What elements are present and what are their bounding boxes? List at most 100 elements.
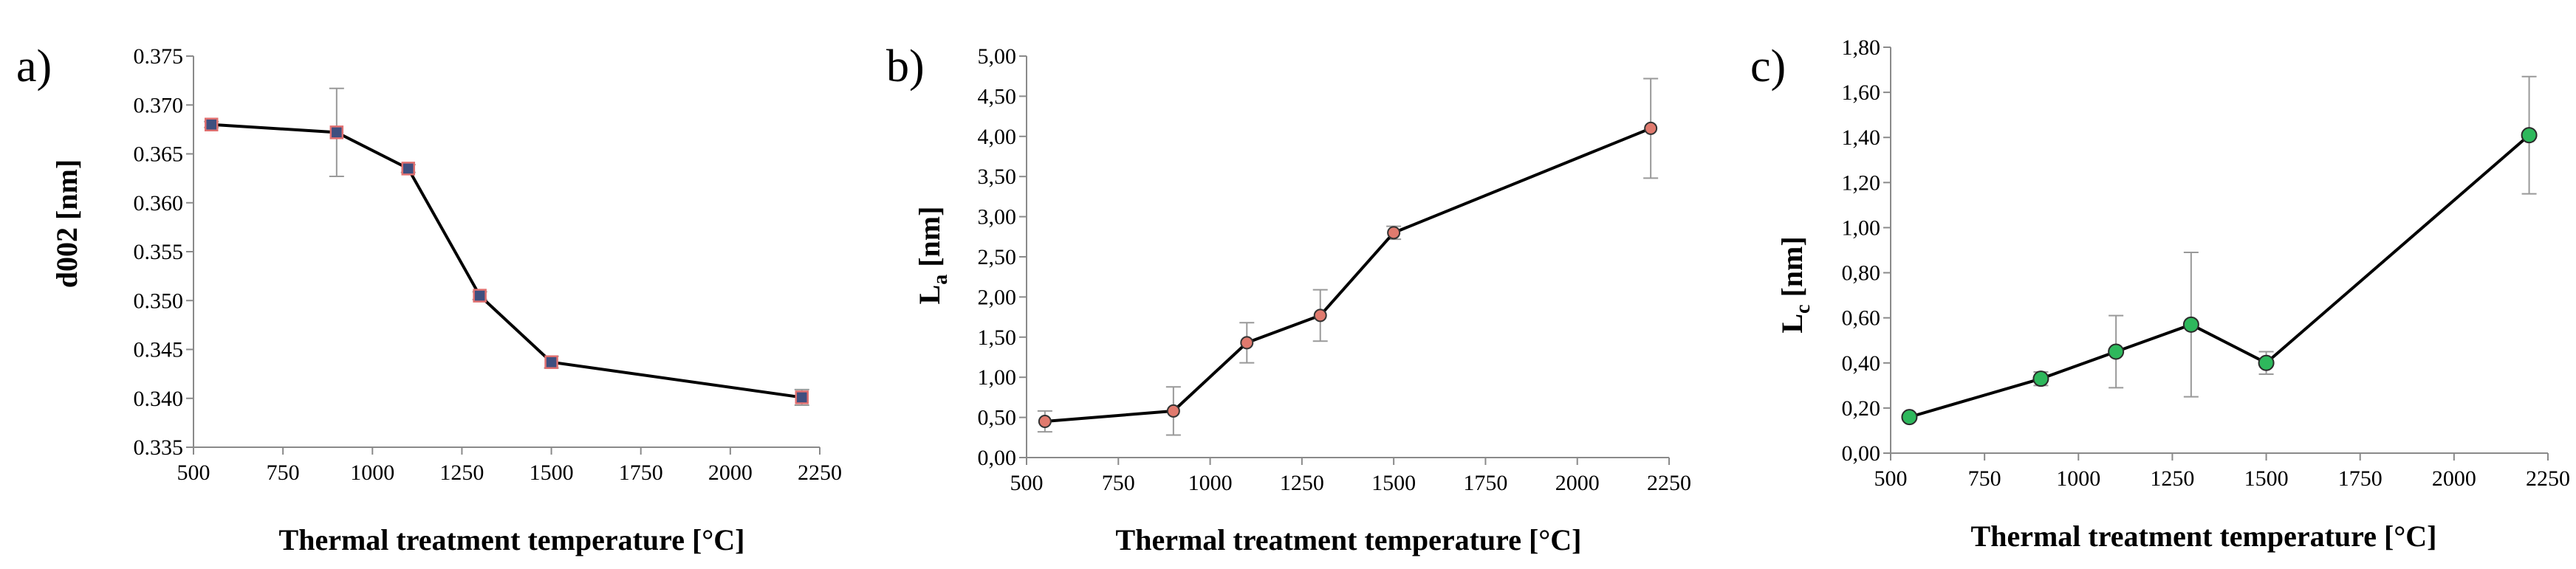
panel-b-label: b): [886, 41, 925, 92]
panel-c-ylabel-sub: c: [1792, 305, 1815, 314]
panel-c-data-point: [2258, 354, 2275, 371]
panel-c-x-tick-label: 1250: [2150, 466, 2194, 491]
panel-b-ylabel-main: L: [913, 285, 946, 305]
panel-b-plot: 0,00 0,50 1,00 1,50 2,00 2,50 3,00 3,50 4,00 4,50…: [978, 44, 1692, 495]
panel-c-data-point: [2521, 127, 2538, 144]
panel-a-data-point: [473, 289, 487, 303]
panel-a-y-tick-label: 0.350: [134, 289, 184, 313]
panel-a-data-point: [544, 355, 558, 369]
panel-b: b) La [nm] Thermal treatment temperature…: [886, 41, 1691, 556]
panel-c-x-tick-label: 1000: [2056, 466, 2100, 491]
panel-a-y-tick-label: 0.365: [134, 142, 184, 167]
panel-a-ylabel: d002 [nm]: [50, 159, 83, 288]
panel-a-data-point: [401, 162, 415, 176]
panel-a-label: a): [16, 41, 52, 92]
panel-c-y-tick-label: 0,00: [1842, 441, 1881, 466]
panel-a-y-tick-label: 0.340: [134, 387, 184, 411]
panel-b-x-tick-label: 1750: [1463, 471, 1507, 495]
panel-c-y-axis-title: Lc [nm]: [1775, 236, 1815, 333]
panel-a-data-point: [329, 125, 344, 139]
panel-c-data-point: [2032, 370, 2049, 387]
panel-b-y-tick-label: 3,00: [978, 205, 1017, 230]
panel-b-x-tick-label: 2000: [1555, 471, 1600, 495]
panel-a-x-tick-label: 2250: [798, 461, 842, 485]
panel-b-data-point: [1166, 404, 1180, 418]
panel-a-y-tick-label: 0.360: [134, 191, 184, 215]
panel-a-y-tick-label: 0.375: [134, 44, 184, 69]
panel-c-x-tick-label: 2000: [2432, 466, 2476, 491]
panel-c-series-line: [1908, 134, 2530, 419]
panel-a-x-tick-label: 1000: [350, 461, 394, 485]
panel-c-y-tick-label: 1,60: [1842, 80, 1881, 105]
panel-b-y-tick-label: 0,00: [978, 446, 1017, 470]
panel-b-y-tick-label: 1,50: [978, 325, 1017, 350]
panel-b-y-tick-label: 2,00: [978, 285, 1017, 309]
panel-a-x-tick-label: 1750: [619, 461, 663, 485]
panel-c-ylabel-unit: [nm]: [1775, 236, 1809, 304]
panel-a-y-axis-title: d002 [nm]: [50, 159, 83, 288]
panel-c-x-tick-label: 750: [1968, 466, 2001, 491]
panel-b-y-tick-label: 2,50: [978, 245, 1017, 269]
panel-a-x-tick-label: 750: [267, 461, 300, 485]
panel-c-y-tick-label: 0,80: [1842, 261, 1881, 286]
panel-c-y-tick-label: 0,20: [1842, 396, 1881, 421]
panel-b-data-point: [1644, 121, 1658, 135]
panel-b-xlabel: Thermal treatment temperature [°C]: [1116, 523, 1582, 556]
panel-c: c) Lc [nm] Thermal treatment temperature…: [1750, 35, 2570, 553]
panel-b-y-tick-label: 1,00: [978, 365, 1017, 390]
panel-c-x-tick-label: 500: [1874, 466, 1908, 491]
panel-a-y-tick-label: 0.345: [134, 338, 184, 362]
panel-b-data-point: [1387, 226, 1401, 240]
panel-c-y-tick-label: 1,20: [1842, 170, 1881, 195]
panel-c-x-tick-label: 1750: [2338, 466, 2383, 491]
panel-c-y-tick-label: 0,40: [1842, 351, 1881, 376]
panel-b-y-tick-label: 4,00: [978, 125, 1017, 149]
panel-b-data-point: [1240, 336, 1254, 350]
panel-c-plot: 0,00 0,20 0,40 0,60 0,80 1,00 1,20 1,40 1,60 1,80…: [1842, 35, 2571, 491]
panel-c-data-point: [1901, 409, 1918, 426]
panel-a-xlabel: Thermal treatment temperature [°C]: [279, 523, 745, 556]
panel-b-data-point: [1313, 308, 1327, 323]
panel-b-x-tick-label: 1500: [1371, 471, 1416, 495]
panel-a-series-line: [211, 123, 803, 399]
panel-c-data-point: [2108, 343, 2125, 360]
panel-b-x-tick-label: 2250: [1647, 471, 1691, 495]
panel-c-y-tick-label: 1,40: [1842, 125, 1881, 150]
panel-b-data-point: [1038, 415, 1052, 429]
panel-a-y-tick-label: 0.335: [134, 435, 184, 460]
panel-c-x-tick-label: 2250: [2526, 466, 2570, 491]
panel-b-x-tick-label: 1250: [1280, 471, 1324, 495]
panel-a-data-point: [204, 117, 219, 131]
panel-b-ylabel: La [nm]: [913, 207, 952, 305]
panel-c-ylabel-main: L: [1775, 314, 1809, 334]
panel-a-y-tick-label: 0.370: [134, 93, 184, 117]
panel-c-ylabel: Lc [nm]: [1775, 236, 1815, 333]
panel-c-y-tick-label: 1,80: [1842, 35, 1881, 60]
panel-c-xlabel: Thermal treatment temperature [°C]: [1971, 520, 2437, 553]
panel-b-series-line: [1044, 127, 1651, 424]
panel-b-y-axis-title: La [nm]: [913, 207, 952, 305]
panel-a-y-tick-label: 0.355: [134, 240, 184, 264]
panel-a-plot: 0.335 0.340 0.345 0.350 0.355 0.360 0.365 0.370…: [134, 44, 843, 485]
panel-b-ylabel-sub: a: [929, 275, 952, 285]
panel-b-y-tick-label: 4,50: [978, 84, 1017, 108]
panel-b-x-tick-label: 750: [1102, 471, 1135, 495]
panel-c-y-tick-label: 0,60: [1842, 306, 1881, 331]
panel-a: a) d002 [nm] Thermal treatment temperatu…: [16, 41, 842, 556]
panel-b-x-tick-label: 500: [1010, 471, 1044, 495]
panel-b-ylabel-unit: [nm]: [913, 207, 946, 275]
panel-a-x-tick-label: 1250: [439, 461, 484, 485]
panel-c-x-tick-label: 1500: [2244, 466, 2289, 491]
panel-b-x-tick-label: 1000: [1188, 471, 1233, 495]
panel-b-y-tick-label: 0,50: [978, 406, 1017, 430]
panel-c-label: c): [1750, 41, 1786, 92]
panel-a-data-point: [795, 390, 809, 404]
panel-a-x-tick-label: 1500: [530, 461, 574, 485]
panel-b-y-tick-label: 3,50: [978, 165, 1017, 189]
panel-c-y-tick-label: 1,00: [1842, 215, 1881, 240]
panel-a-x-tick-label: 2000: [708, 461, 753, 485]
panel-a-x-tick-label: 500: [177, 461, 210, 485]
panel-c-data-point: [2182, 316, 2199, 333]
panel-b-y-tick-label: 5,00: [978, 44, 1017, 69]
